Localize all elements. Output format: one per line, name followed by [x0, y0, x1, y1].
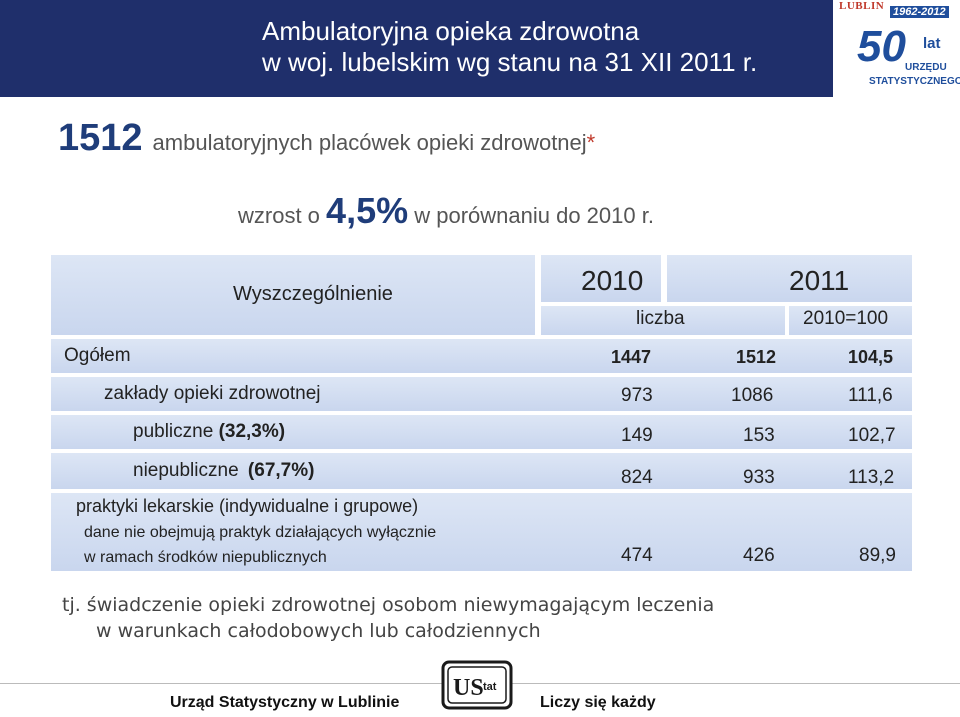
- row-ogolem-index: 104,5: [848, 347, 894, 367]
- growth-suffix: w porównaniu do 2010 r.: [414, 203, 654, 228]
- row-praktyki-index: 89,9: [859, 545, 896, 566]
- logo-urzedu-text: URZĘDU: [905, 62, 947, 73]
- table-row: [51, 377, 912, 411]
- row-niepubliczne-share: (67,7%): [247, 460, 315, 481]
- row-publiczne-share: (32,3%): [218, 421, 286, 442]
- row-publiczne-label: publiczne: [133, 421, 214, 442]
- growth-line: wzrost o 4,5% w porównaniu do 2010 r.: [238, 190, 654, 232]
- logo-fifty-text: 50: [857, 22, 906, 71]
- year-2010: 2010: [581, 265, 644, 296]
- row-label-zaklady: zakłady opieki zdrowotnej: [104, 383, 321, 404]
- ustat-logo-icon: US tat: [441, 660, 513, 710]
- table-header-liczba-cell: [541, 306, 785, 335]
- row-zaklady-2010: 973: [621, 385, 653, 406]
- row-praktyki-2011: 426: [743, 545, 775, 566]
- row-praktyki-note-2: w ramach środków niepublicznych: [84, 549, 327, 566]
- row-niepubliczne-2010: 824: [621, 467, 653, 488]
- row-publiczne-2011: 153: [743, 425, 775, 446]
- year-2011: 2011: [789, 265, 850, 296]
- logo-lat-text: lat: [923, 35, 941, 52]
- logo-statystycznego-text: STATYSTYCZNEGO: [869, 76, 960, 87]
- logo-years-text: 1962-2012: [890, 6, 949, 18]
- subheader-index: 2010=100: [803, 308, 889, 329]
- footnote-line-1: tj. świadczenie opieki zdrowotnej osobom…: [62, 594, 715, 616]
- growth-value: 4,5%: [326, 190, 409, 231]
- headline-number: 1512: [58, 117, 143, 159]
- table-header-label: Wyszczególnienie: [233, 283, 393, 305]
- row-zaklady-index: 111,6: [848, 385, 893, 406]
- table-row: [51, 493, 912, 571]
- row-publiczne-2010: 149: [621, 425, 653, 446]
- row-label-niepubliczne: niepubliczne (67,7%): [133, 460, 314, 482]
- anniversary-logo: LUBLIN 1962-2012 50 lat URZĘDU STATYSTYC…: [833, 0, 960, 97]
- footnote: tj. świadczenie opieki zdrowotnej osobom…: [62, 592, 714, 644]
- logo-city-text: LUBLIN: [839, 0, 885, 12]
- page-title: Ambulatoryjna opieka zdrowotna w woj. lu…: [262, 16, 757, 78]
- row-zaklady-2011: 1086: [731, 385, 774, 406]
- row-ogolem-2011: 1512: [736, 347, 777, 367]
- row-label-ogolem: Ogółem: [64, 345, 131, 366]
- row-ogolem-2010: 1447: [611, 347, 652, 367]
- table-header-2011-cell: [667, 255, 912, 302]
- footer-slogan: Liczy się każdy: [540, 694, 656, 711]
- table-row: [51, 453, 912, 489]
- table-header-index-cell: [789, 306, 912, 335]
- table-row: [51, 339, 912, 373]
- table-header-2010-cell: [541, 255, 661, 302]
- stats-table: Wyszczególnienie 2010 2011 liczba 2010=1…: [51, 255, 912, 571]
- table-row: [51, 415, 912, 449]
- table-header-label-cell: [51, 255, 535, 335]
- growth-prefix: wzrost o: [238, 203, 320, 228]
- headline-text: ambulatoryjnych placówek opieki zdrowotn…: [152, 130, 587, 155]
- row-niepubliczne-label: niepubliczne: [133, 460, 239, 481]
- headline-asterisk: *: [586, 130, 596, 155]
- footer-office-name: Urząd Statystyczny w Lublinie: [170, 694, 400, 711]
- headline: 1512 ambulatoryjnych placówek opieki zdro…: [58, 117, 595, 160]
- row-praktyki-2010: 474: [621, 545, 653, 566]
- subheader-liczba: liczba: [636, 308, 685, 329]
- row-niepubliczne-2011: 933: [743, 467, 775, 488]
- header-banner: Ambulatoryjna opieka zdrowotna w woj. lu…: [0, 0, 960, 97]
- footnote-line-2: w warunkach całodobowych lub całodzienny…: [96, 620, 541, 642]
- row-praktyki-note-1: dane nie obejmują praktyk działających w…: [84, 524, 437, 541]
- row-label-praktyki: praktyki lekarskie (indywidualne i grupo…: [76, 496, 419, 516]
- title-line-1: Ambulatoryjna opieka zdrowotna: [262, 16, 640, 46]
- title-line-2: w woj. lubelskim wg stanu na 31 XII 2011…: [262, 47, 758, 77]
- row-label-publiczne: publiczne (32,3%): [133, 421, 285, 443]
- row-publiczne-index: 102,7: [848, 425, 896, 446]
- svg-text:US: US: [453, 675, 484, 701]
- row-niepubliczne-index: 113,2: [848, 467, 895, 488]
- svg-text:tat: tat: [483, 681, 497, 693]
